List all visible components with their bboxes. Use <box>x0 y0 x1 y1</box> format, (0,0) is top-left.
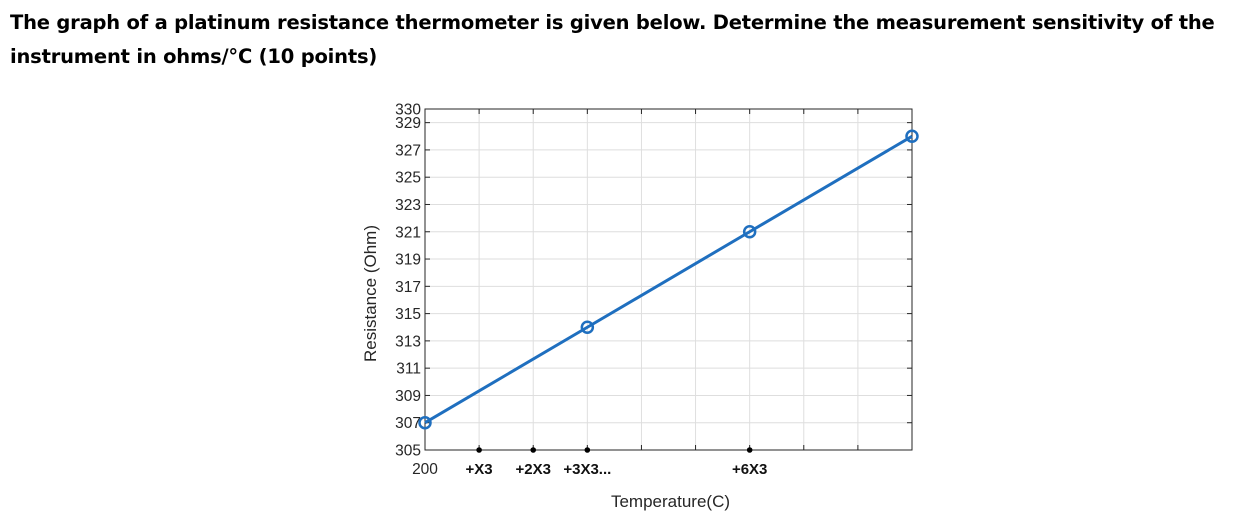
y-tick-label: 311 <box>396 361 421 378</box>
y-tick-label: 317 <box>395 279 421 296</box>
data-point-marker <box>905 129 919 144</box>
handwritten-tick-dot <box>530 447 537 453</box>
y-tick-label: 313 <box>395 333 421 350</box>
y-tick-label: 329 <box>395 115 421 132</box>
y-tick-label: 309 <box>395 388 421 405</box>
y-tick-label: 325 <box>395 170 421 187</box>
x-tick-label: +3X3... <box>563 461 611 478</box>
x-tick-labels: 200 +X3 +2X3 +3X3... +6X3 <box>412 461 767 478</box>
series <box>418 129 919 430</box>
x-tick-label: +6X3 <box>732 461 767 478</box>
plot-frame <box>424 108 913 451</box>
question-line-1: The graph of a platinum resistance therm… <box>10 11 1215 34</box>
y-tick-label: 330 <box>395 102 421 119</box>
x-tick-label: 200 <box>412 461 438 478</box>
series-line <box>424 134 913 425</box>
question-text: The graph of a platinum resistance therm… <box>10 6 1230 74</box>
y-tick-label: 327 <box>395 142 421 159</box>
y-tick-label: 323 <box>395 197 421 214</box>
y-tick-label: 305 <box>395 443 421 460</box>
data-point-marker <box>580 320 595 334</box>
y-tick-label: 321 <box>395 224 421 241</box>
y-tick-label: 319 <box>395 252 421 269</box>
handwritten-tick-dot <box>746 447 753 453</box>
data-point-marker <box>418 415 432 430</box>
y-axis-title: Resistance (Ohm) <box>361 225 380 362</box>
x-axis-title: Temperature(C) <box>611 492 730 511</box>
y-tick-labels: 305 307 309 311 313 315 317 319 321 323 325 327 3293… <box>395 102 421 460</box>
handwritten-tick-dot <box>584 447 591 453</box>
data-point-marker <box>742 225 757 239</box>
question-line-2: instrument in ohms/°C (10 points) <box>10 45 378 68</box>
handwritten-tick-dot <box>476 447 482 453</box>
axis-ticks <box>424 108 913 453</box>
x-tick-label: +2X3 <box>515 461 550 478</box>
y-tick-label: 315 <box>395 306 421 323</box>
y-tick-label: 307 <box>395 415 421 432</box>
x-tick-label: +X3 <box>466 461 493 478</box>
